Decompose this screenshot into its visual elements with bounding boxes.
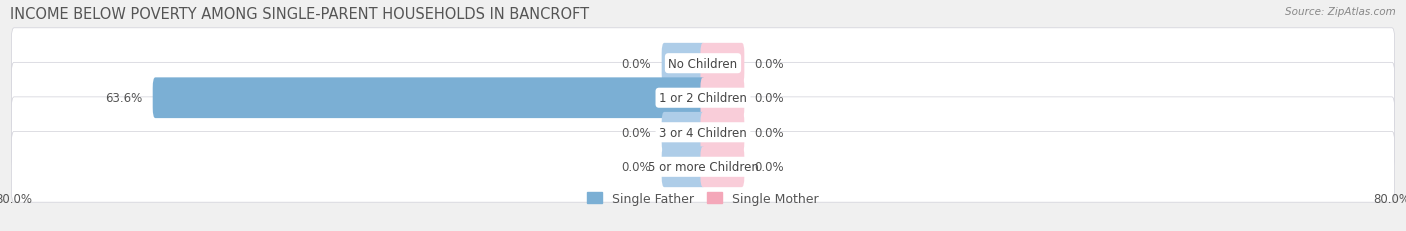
FancyBboxPatch shape (11, 63, 1395, 134)
FancyBboxPatch shape (662, 112, 706, 153)
Text: Source: ZipAtlas.com: Source: ZipAtlas.com (1285, 7, 1396, 17)
FancyBboxPatch shape (662, 44, 706, 84)
Text: 0.0%: 0.0% (755, 92, 785, 105)
Text: 0.0%: 0.0% (755, 161, 785, 173)
FancyBboxPatch shape (700, 44, 744, 84)
FancyBboxPatch shape (11, 132, 1395, 202)
FancyBboxPatch shape (153, 78, 706, 119)
Text: 5 or more Children: 5 or more Children (648, 161, 758, 173)
Text: 3 or 4 Children: 3 or 4 Children (659, 126, 747, 139)
FancyBboxPatch shape (11, 29, 1395, 99)
Text: 0.0%: 0.0% (621, 161, 651, 173)
FancyBboxPatch shape (662, 147, 706, 187)
FancyBboxPatch shape (11, 97, 1395, 168)
Text: 63.6%: 63.6% (105, 92, 142, 105)
FancyBboxPatch shape (700, 78, 744, 119)
FancyBboxPatch shape (700, 112, 744, 153)
Text: 0.0%: 0.0% (755, 126, 785, 139)
Legend: Single Father, Single Mother: Single Father, Single Mother (582, 187, 824, 210)
Text: INCOME BELOW POVERTY AMONG SINGLE-PARENT HOUSEHOLDS IN BANCROFT: INCOME BELOW POVERTY AMONG SINGLE-PARENT… (10, 7, 589, 22)
Text: 0.0%: 0.0% (621, 126, 651, 139)
Text: No Children: No Children (668, 58, 738, 70)
FancyBboxPatch shape (700, 147, 744, 187)
Text: 0.0%: 0.0% (621, 58, 651, 70)
Text: 0.0%: 0.0% (755, 58, 785, 70)
Text: 1 or 2 Children: 1 or 2 Children (659, 92, 747, 105)
